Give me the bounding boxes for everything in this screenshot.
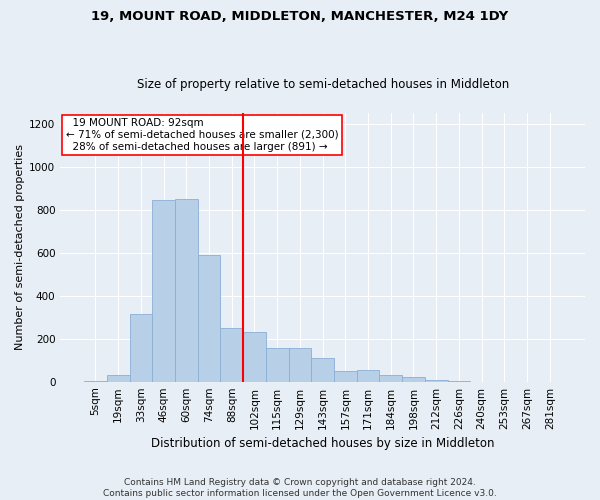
- Bar: [334, 371, 357, 382]
- Title: Size of property relative to semi-detached houses in Middleton: Size of property relative to semi-detach…: [137, 78, 509, 91]
- Bar: [130, 314, 152, 382]
- Bar: [84, 380, 107, 382]
- Bar: [220, 328, 243, 382]
- Bar: [266, 348, 289, 382]
- X-axis label: Distribution of semi-detached houses by size in Middleton: Distribution of semi-detached houses by …: [151, 437, 494, 450]
- Bar: [311, 358, 334, 382]
- Bar: [425, 380, 448, 382]
- Text: 19 MOUNT ROAD: 92sqm  
← 71% of semi-detached houses are smaller (2,300)
  28% o: 19 MOUNT ROAD: 92sqm ← 71% of semi-detac…: [65, 118, 338, 152]
- Bar: [357, 370, 379, 382]
- Bar: [289, 348, 311, 382]
- Bar: [107, 375, 130, 382]
- Bar: [402, 378, 425, 382]
- Bar: [175, 199, 198, 382]
- Text: Contains HM Land Registry data © Crown copyright and database right 2024.
Contai: Contains HM Land Registry data © Crown c…: [103, 478, 497, 498]
- Y-axis label: Number of semi-detached properties: Number of semi-detached properties: [15, 144, 25, 350]
- Bar: [152, 200, 175, 382]
- Bar: [198, 255, 220, 382]
- Text: 19, MOUNT ROAD, MIDDLETON, MANCHESTER, M24 1DY: 19, MOUNT ROAD, MIDDLETON, MANCHESTER, M…: [91, 10, 509, 23]
- Bar: [448, 380, 470, 382]
- Bar: [379, 375, 402, 382]
- Bar: [243, 332, 266, 382]
